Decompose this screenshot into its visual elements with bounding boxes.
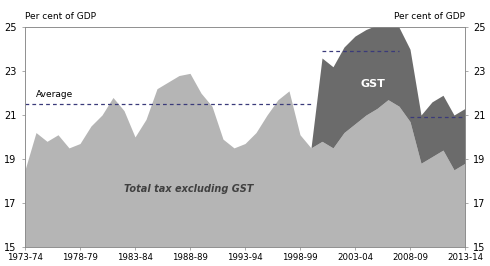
Text: Total tax excluding GST: Total tax excluding GST	[124, 184, 253, 194]
Text: Average: Average	[36, 90, 73, 99]
Text: GST: GST	[361, 78, 385, 89]
Text: Per cent of GDP: Per cent of GDP	[25, 12, 96, 21]
Text: Per cent of GDP: Per cent of GDP	[394, 12, 465, 21]
